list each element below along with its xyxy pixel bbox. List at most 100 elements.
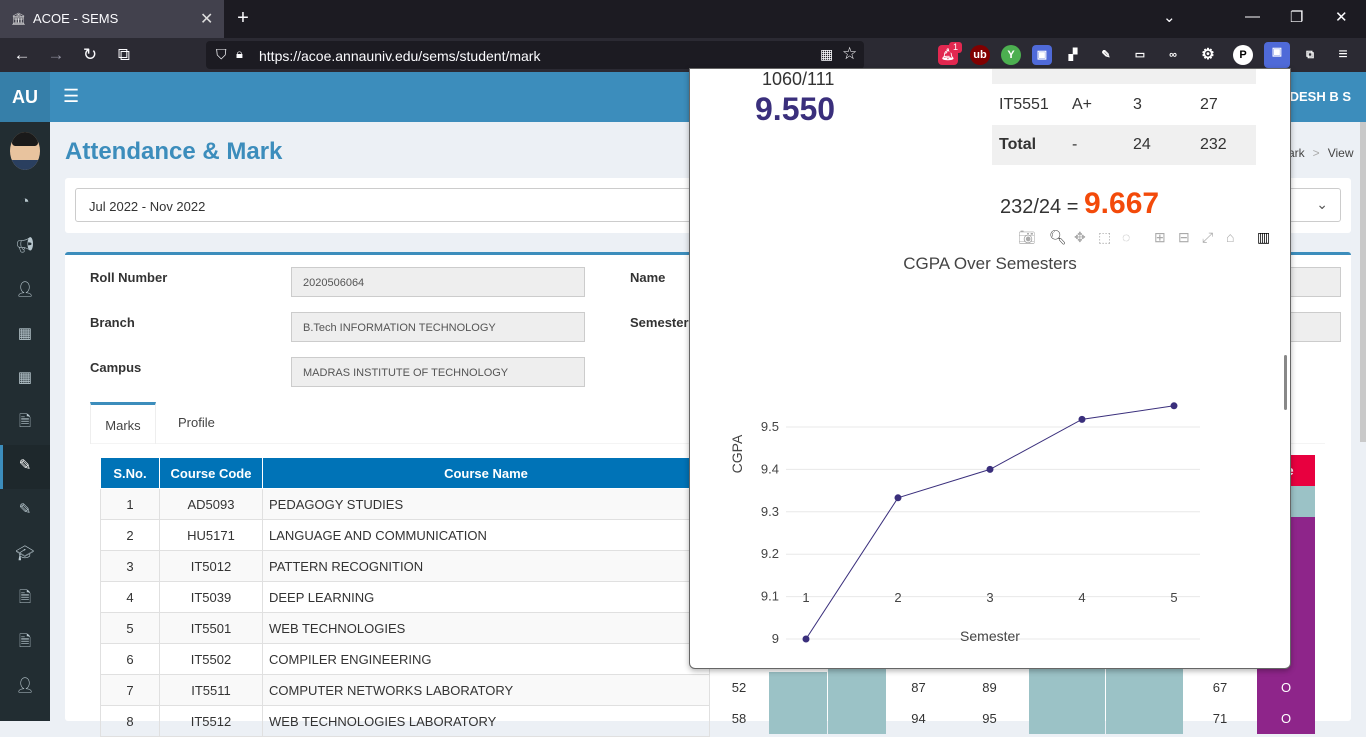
infinity-icon[interactable]: ∞ xyxy=(1169,49,1177,61)
course-name-cell: LANGUAGE AND COMMUNICATION xyxy=(262,519,710,551)
campus-field[interactable]: MADRAS INSTITUTE OF TECHNOLOGY xyxy=(291,357,585,387)
user-icon[interactable]: 👤︎ xyxy=(15,281,35,298)
url-text[interactable]: https://acoe.annauniv.edu/sems/student/m… xyxy=(259,48,541,64)
mark-cell xyxy=(769,703,827,734)
active-extension-icon[interactable]: ▣ xyxy=(1264,42,1290,68)
extension-green-icon[interactable]: Y xyxy=(1001,45,1021,65)
lasso-icon[interactable]: ◌ xyxy=(1122,229,1131,245)
y-tick-label: 9.2 xyxy=(761,546,779,561)
branch-field[interactable]: B.Tech INFORMATION TECHNOLOGY xyxy=(291,312,585,342)
breadcrumb-item[interactable]: ark xyxy=(1288,146,1305,160)
color-picker-icon[interactable]: ✎ xyxy=(1101,49,1111,61)
pan-icon[interactable]: ✥ xyxy=(1074,229,1086,245)
total-row: Total - 24 232 xyxy=(992,125,1256,165)
popup-scrollbar[interactable] xyxy=(1284,355,1287,410)
qr-code-icon[interactable]: ▦ xyxy=(820,46,834,62)
box-select-icon[interactable]: ⬚ xyxy=(1098,229,1112,245)
table-row: IT5551 A+ 3 27 xyxy=(992,85,1256,125)
tab-marks[interactable]: Marks xyxy=(90,402,156,444)
table-row: 4 IT5039 DEEP LEARNING xyxy=(100,581,710,613)
autoscale-icon[interactable]: ⤢ xyxy=(1202,229,1214,245)
camera-icon[interactable]: 📷︎ xyxy=(1018,229,1036,245)
sidebar-icon[interactable]: ▭ xyxy=(1134,49,1146,61)
back-button[interactable]: ← xyxy=(13,45,31,64)
zoom-in-icon[interactable]: ⊞ xyxy=(1154,229,1166,245)
close-window-button[interactable]: ✕ xyxy=(1335,9,1348,26)
profile-p-icon[interactable]: P xyxy=(1233,45,1253,65)
grid-icon-2[interactable]: ▦ xyxy=(17,369,33,386)
column-header-course-name: Course Name xyxy=(262,457,710,489)
sidebar-item-active[interactable] xyxy=(0,445,50,489)
plotly-logo-icon[interactable]: ▥ xyxy=(1257,229,1271,245)
minimize-button[interactable]: — xyxy=(1245,8,1260,25)
forward-button[interactable]: → xyxy=(47,45,65,64)
bookmark-star-icon[interactable]: ☆ xyxy=(842,44,858,63)
logo[interactable]: AU xyxy=(0,72,50,122)
new-tab-button[interactable]: + xyxy=(237,7,249,29)
grade-cell: - xyxy=(1072,136,1078,153)
course-name-cell: DEEP LEARNING xyxy=(262,581,710,613)
mark-cell: 58 xyxy=(731,711,747,726)
zoom-icon[interactable]: 🔍︎ xyxy=(1049,229,1067,245)
user-icon-2[interactable]: 👤︎ xyxy=(15,677,35,694)
course-code-cell: IT5039 xyxy=(159,581,263,613)
open-in-app-icon[interactable]: ⧉ xyxy=(117,45,131,64)
zoom-out-icon[interactable]: ⊟ xyxy=(1178,229,1190,245)
dashboard-icon[interactable]: ◔ xyxy=(20,193,30,210)
maximize-button[interactable]: ❐ xyxy=(1290,9,1304,26)
column-header-course-code: Course Code xyxy=(159,457,263,489)
sno-cell: 8 xyxy=(100,705,160,737)
course-name-cell: COMPUTER NETWORKS LABORATORY xyxy=(262,674,710,706)
x-axis-label: Semester xyxy=(960,628,1020,644)
tab-profile[interactable]: Profile xyxy=(178,415,215,430)
menu-icon[interactable]: ≡ xyxy=(1338,46,1348,63)
edit-icon[interactable]: ✎ xyxy=(18,457,32,474)
extension-blue-icon[interactable]: ▣ xyxy=(1032,45,1052,65)
mark-cell: 89 xyxy=(982,680,997,695)
sidebar: ◔ 📢︎ 👤︎ ▦ ▦ 🗎 ✎ ✎ 🎓︎ 🗎 🗎 👤︎ xyxy=(0,122,50,721)
document-icon[interactable]: 🗎 xyxy=(18,413,32,430)
points-cell: 27 xyxy=(1200,96,1218,113)
course-code-cell: HU5171 xyxy=(159,519,263,551)
y-tick-label: 9.1 xyxy=(761,589,779,604)
announcement-icon[interactable]: 📢︎ xyxy=(15,237,35,254)
x-tick-label: 4 xyxy=(1078,590,1085,605)
lock-icon[interactable]: 🔒︎ xyxy=(236,46,243,61)
settings-gear-icon[interactable]: ⚙ xyxy=(1201,46,1215,63)
reset-axes-home-icon[interactable]: ⌂ xyxy=(1226,229,1235,245)
grid-icon[interactable]: ▦ xyxy=(17,325,33,342)
table-row: 2 HU5171 LANGUAGE AND COMMUNICATION xyxy=(100,519,710,551)
graduation-cap-icon[interactable]: 🎓︎ xyxy=(15,545,35,562)
sno-cell: 7 xyxy=(100,674,160,706)
cgpa-value: 9.667 xyxy=(1083,187,1160,220)
menu-toggle-icon[interactable]: ☰ xyxy=(63,86,80,106)
credits-cell: 3 xyxy=(1133,96,1142,113)
address-bar[interactable]: ⛉ 🔒︎ https://acoe.annauniv.edu/sems/stud… xyxy=(206,41,864,69)
gpa-fraction: 1060/111 xyxy=(762,69,835,89)
gpa-value: 9.550 xyxy=(755,91,836,127)
document-icon-2[interactable]: 🗎 xyxy=(18,589,32,606)
tab-list-chevron-icon[interactable]: ⌄ xyxy=(1163,9,1176,26)
edit-icon-2[interactable]: ✎ xyxy=(18,501,32,518)
browser-tab[interactable]: 🏛 ACOE - SEMS ✕ xyxy=(0,0,224,38)
page-scrollbar[interactable] xyxy=(1360,122,1366,442)
user-name[interactable]: ADESH B S xyxy=(1280,89,1351,104)
ublock-icon[interactable]: ub xyxy=(970,45,990,65)
browser-toolbar: ← → ↻ ⧉ ⛉ 🔒︎ https://acoe.annauniv.edu/s… xyxy=(0,38,1366,72)
roll-number-label: Roll Number xyxy=(90,270,168,285)
sno-cell: 6 xyxy=(100,643,160,675)
data-point xyxy=(986,465,994,473)
course-name-cell: PEDAGOGY STUDIES xyxy=(262,488,710,520)
x-tick-label: 2 xyxy=(894,590,901,605)
tracking-shield-icon[interactable]: ⛉ xyxy=(216,46,227,62)
reload-button[interactable]: ↻ xyxy=(82,45,98,64)
course-code-cell: IT5012 xyxy=(159,550,263,582)
document-icon-3[interactable]: 🗎 xyxy=(18,633,32,650)
close-tab-icon[interactable]: ✕ xyxy=(200,11,214,28)
extensions-puzzle-icon[interactable]: ⧉ xyxy=(1306,49,1314,61)
course-code-cell: IT5551 xyxy=(999,96,1049,113)
course-code-cell: AD5093 xyxy=(159,488,263,520)
extensions-grid-icon[interactable]: ▞ xyxy=(1068,49,1078,61)
data-point xyxy=(894,494,902,502)
roll-number-field[interactable]: 2020506064 xyxy=(291,267,585,297)
